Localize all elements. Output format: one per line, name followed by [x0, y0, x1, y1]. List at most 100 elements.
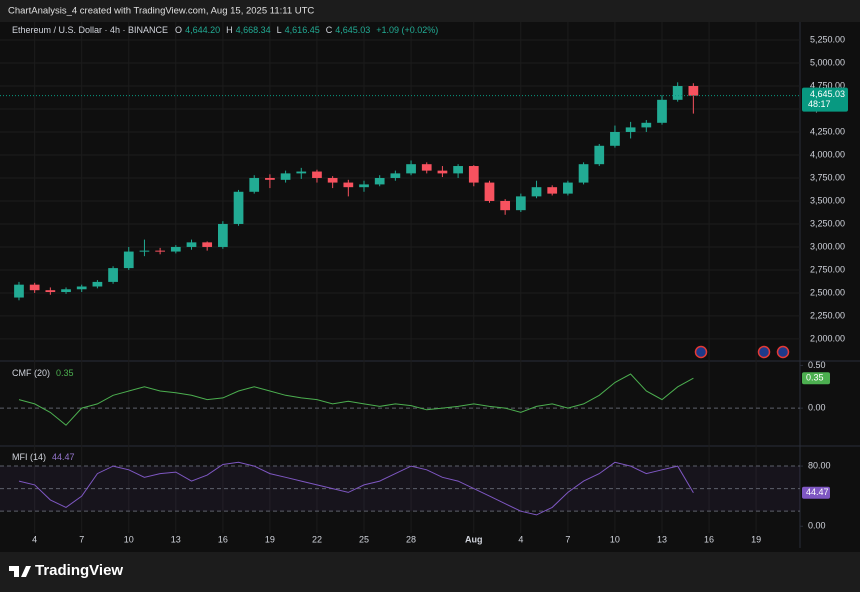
- y-tick-label: 0.00: [808, 521, 826, 531]
- candle-body: [312, 172, 322, 178]
- candle-body: [422, 164, 432, 170]
- countdown: 48:17: [808, 99, 831, 109]
- indicator-title: MFI (14): [12, 452, 46, 462]
- candle-body: [171, 247, 181, 252]
- y-tick-label: 4,250.00: [810, 126, 845, 136]
- candle-body: [140, 251, 150, 252]
- x-tick-label: 28: [406, 534, 416, 544]
- candle-body: [61, 289, 71, 292]
- last-value-label: 0.35: [806, 373, 824, 383]
- event-icon[interactable]: [759, 347, 770, 358]
- candle-body: [93, 282, 103, 287]
- candle-body: [516, 196, 526, 210]
- x-tick-label: 10: [124, 534, 134, 544]
- candle-body: [641, 123, 651, 128]
- candle-body: [406, 164, 416, 173]
- x-tick-label: 13: [171, 534, 181, 544]
- x-tick-label: 7: [565, 534, 570, 544]
- y-tick-label: 3,000.00: [810, 241, 845, 251]
- y-tick-label: 2,500.00: [810, 287, 845, 297]
- y-tick-label: 2,250.00: [810, 310, 845, 320]
- legend-key: L: [277, 25, 282, 35]
- legend-key: O: [175, 25, 182, 35]
- candle-body: [610, 132, 620, 146]
- candle-body: [391, 173, 401, 178]
- y-tick-label: 80.00: [808, 460, 831, 470]
- x-tick-label: 13: [657, 534, 667, 544]
- header-title: ChartAnalysis_4 created with TradingView…: [8, 6, 314, 17]
- candle-body: [249, 178, 259, 192]
- y-tick-label: 3,750.00: [810, 172, 845, 182]
- candle-body: [375, 178, 385, 184]
- legend-key: C: [326, 25, 333, 35]
- x-tick-label: Aug: [465, 534, 483, 544]
- mfi-legend: MFI (14) 44.47: [12, 452, 75, 462]
- candle-body: [124, 252, 134, 269]
- event-icon[interactable]: [696, 347, 707, 358]
- x-tick-label: 16: [704, 534, 714, 544]
- y-tick-label: 3,500.00: [810, 195, 845, 205]
- x-tick-label: 4: [518, 534, 523, 544]
- candle-body: [453, 166, 463, 173]
- last-value-label: 44.47: [806, 487, 829, 497]
- x-tick-label: 10: [610, 534, 620, 544]
- candle-body: [296, 172, 306, 174]
- x-tick-label: 25: [359, 534, 369, 544]
- y-tick-label: 2,000.00: [810, 333, 845, 343]
- legend-value: 4,644.20: [185, 25, 220, 35]
- y-tick-label: 4,000.00: [810, 149, 845, 159]
- candle-body: [579, 164, 589, 182]
- y-tick-label: 0.00: [808, 403, 826, 413]
- candle-body: [469, 166, 479, 183]
- x-tick-label: 7: [79, 534, 84, 544]
- event-icon[interactable]: [778, 347, 789, 358]
- legend-change: +1.09 (+0.02%): [376, 25, 438, 35]
- legend-value: 4,616.45: [285, 25, 320, 35]
- candle-body: [234, 192, 244, 224]
- candle-body: [187, 242, 197, 247]
- legend-value: 4,668.34: [236, 25, 271, 35]
- legend-value: 4,645.03: [335, 25, 370, 35]
- logo-text: TradingView: [35, 562, 123, 579]
- candle-body: [547, 187, 557, 193]
- price-legend: Ethereum / U.S. Dollar · 4h · BINANCE O4…: [12, 25, 441, 35]
- x-tick-label: 4: [32, 534, 37, 544]
- indicator-title: CMF (20): [12, 368, 50, 378]
- candle-body: [438, 171, 448, 174]
- candle-body: [218, 224, 228, 247]
- candle-body: [485, 183, 495, 201]
- candle-body: [14, 285, 24, 298]
- x-tick-label: 19: [265, 534, 275, 544]
- candle-body: [155, 251, 165, 252]
- candle-body: [657, 100, 667, 123]
- candle-body: [359, 184, 369, 187]
- candle-body: [500, 201, 510, 210]
- candle-body: [202, 242, 212, 247]
- y-tick-label: 5,000.00: [810, 57, 845, 67]
- candle-body: [328, 178, 338, 183]
- indicator-value: 0.35: [56, 368, 74, 378]
- last-price-label: 4,645.03: [810, 89, 845, 99]
- y-tick-label: 0.50: [808, 360, 826, 370]
- cmf-legend: CMF (20) 0.35: [12, 368, 74, 378]
- legend-key: H: [226, 25, 233, 35]
- candle-body: [626, 127, 636, 132]
- candle-body: [77, 287, 87, 290]
- x-tick-label: 19: [751, 534, 761, 544]
- candle-body: [265, 178, 275, 180]
- y-tick-label: 5,250.00: [810, 34, 845, 44]
- y-tick-label: 2,750.00: [810, 264, 845, 274]
- candle-body: [30, 285, 40, 291]
- candle-body: [281, 173, 291, 179]
- candle-body: [108, 268, 118, 282]
- symbol: Ethereum / U.S. Dollar · 4h · BINANCE: [12, 25, 168, 35]
- candle-body: [532, 187, 542, 196]
- candle-body: [673, 86, 683, 100]
- x-tick-label: 22: [312, 534, 322, 544]
- candle-body: [45, 290, 55, 292]
- candle-body: [688, 86, 698, 96]
- indicator-value: 44.47: [52, 452, 75, 462]
- x-tick-label: 16: [218, 534, 228, 544]
